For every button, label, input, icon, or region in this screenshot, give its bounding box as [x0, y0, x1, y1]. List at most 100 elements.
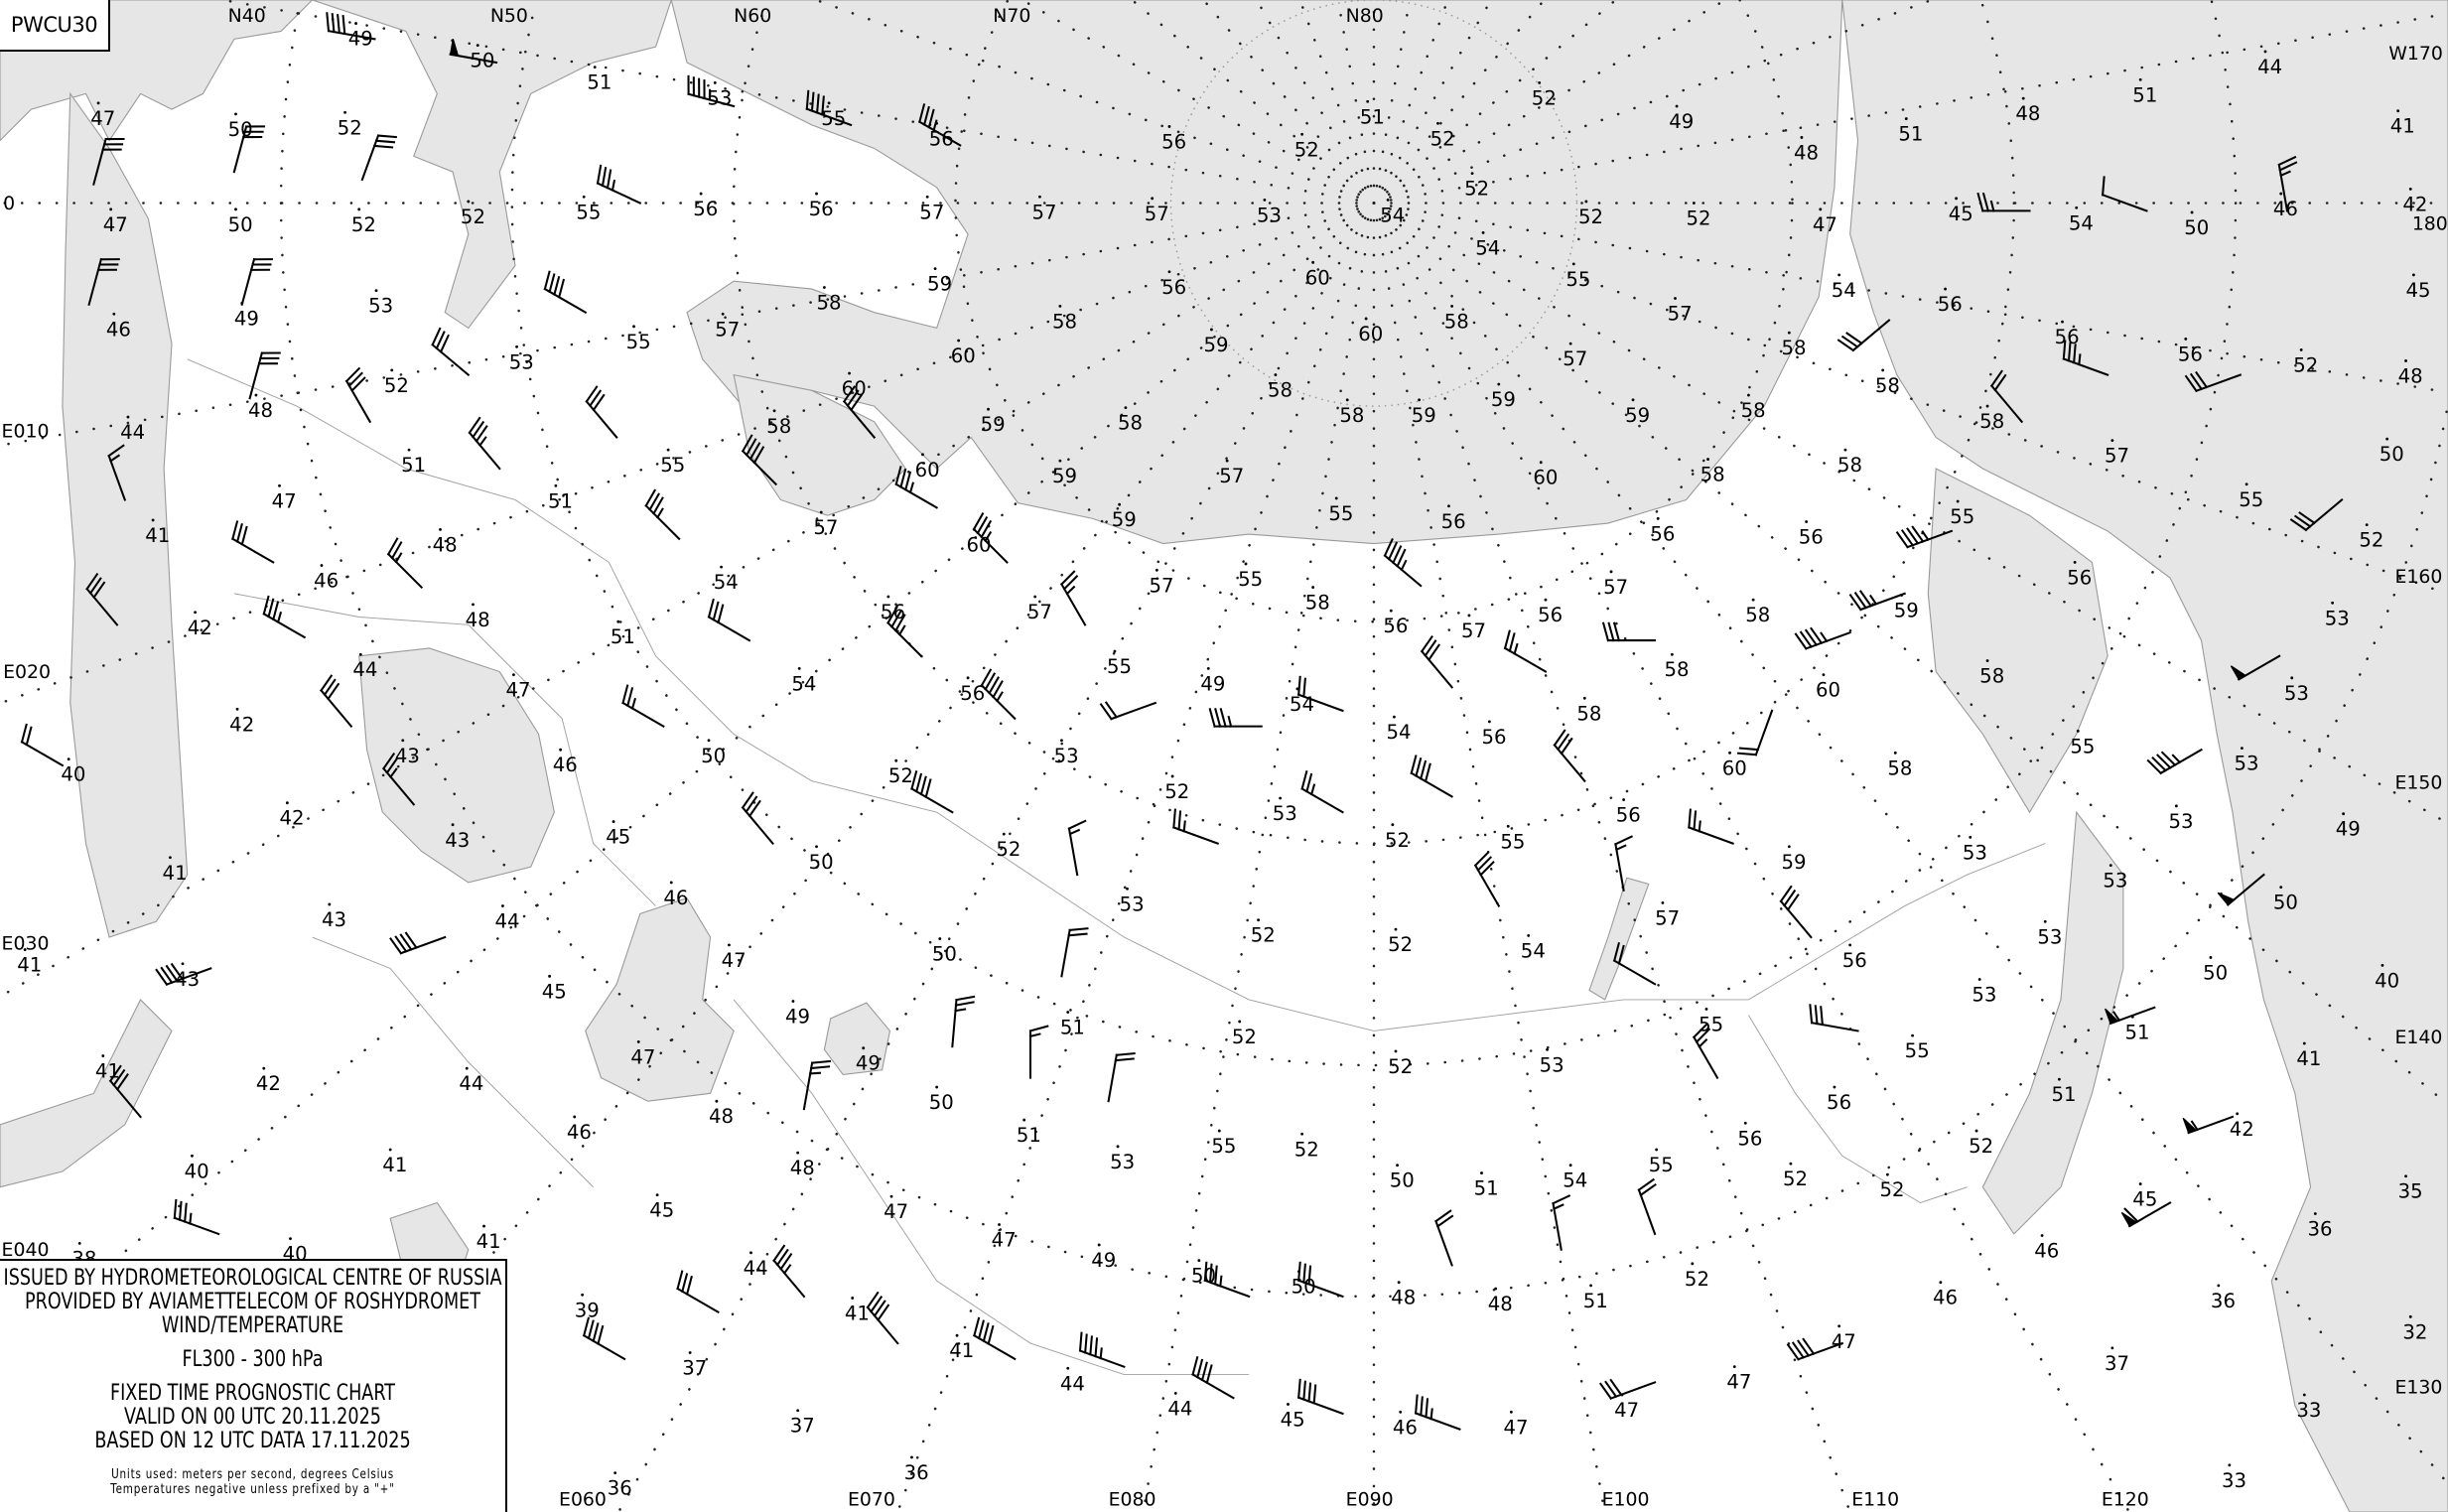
temperature-label: 49 — [234, 307, 259, 330]
grid-point — [1481, 231, 1485, 234]
grid-point — [2021, 96, 2025, 100]
temperature-label: 47 — [630, 1045, 655, 1068]
grid-point — [2073, 560, 2077, 564]
grid-point — [1066, 1011, 1070, 1014]
temperature-label: 53 — [2103, 870, 2127, 893]
wind-barb — [1300, 769, 1344, 814]
latitude-circle — [1980, 3, 2016, 205]
grid-point — [2365, 523, 2369, 527]
wind-barb — [1296, 1261, 1344, 1299]
wind-barb — [248, 351, 281, 400]
grid-point — [2411, 273, 2415, 277]
pacific-ocean — [1841, 0, 2448, 1512]
temperature-label: 56 — [1827, 1091, 1851, 1114]
grid-point — [1038, 195, 1041, 199]
grid-point — [96, 101, 100, 105]
grid-point — [1002, 832, 1006, 836]
grid-point — [894, 758, 898, 762]
grid-point — [1568, 1164, 1572, 1168]
temperature-label: 56 — [693, 198, 718, 220]
wind-barb — [1736, 709, 1774, 756]
grid-point — [2075, 206, 2079, 209]
temperature-label: 52 — [1687, 207, 1711, 230]
temperature-label: 55 — [1211, 1135, 1236, 1158]
temperature-label: 55 — [626, 331, 651, 353]
temperature-label: 40 — [61, 763, 85, 786]
grid-point — [972, 527, 976, 531]
grid-point — [1747, 393, 1750, 397]
grid-point — [1787, 331, 1791, 335]
wind-barb — [155, 962, 212, 987]
temperature-label: 40 — [2375, 969, 2399, 992]
grid-point — [1345, 398, 1349, 402]
grid-point — [796, 1409, 800, 1413]
grid-point — [439, 527, 442, 531]
temperature-label: 52 — [996, 838, 1020, 861]
grid-point — [1394, 927, 1398, 931]
grid-point — [2108, 864, 2112, 868]
temperature-label: 58 — [1305, 592, 1330, 615]
grid-point — [1732, 1365, 1736, 1369]
temperature-label: 52 — [1388, 933, 1413, 956]
wind-barb — [173, 1198, 220, 1236]
grid-point — [126, 415, 130, 419]
grid-point — [1506, 824, 1510, 828]
temperature-label: 50 — [228, 213, 253, 236]
grid-point — [1450, 304, 1454, 308]
grid-point — [1589, 1284, 1593, 1288]
grid-point — [388, 1148, 392, 1152]
grid-point — [1167, 270, 1171, 274]
temperature-label: 60 — [915, 459, 940, 481]
wind-barb — [1794, 626, 1851, 650]
temperature-label: 51 — [401, 454, 426, 477]
chart-type: FIXED TIME PROGNOSTIC CHART — [109, 1381, 396, 1406]
grid-point — [910, 1455, 913, 1459]
temperature-label: 59 — [1052, 465, 1077, 487]
temperature-label: 55 — [1699, 1013, 1723, 1035]
grid-point — [848, 371, 851, 375]
grid-point — [862, 1046, 866, 1050]
meridian-line — [1372, 202, 2448, 596]
temperature-label: 48 — [2398, 364, 2423, 387]
temperature-label: 55 — [660, 454, 685, 477]
grid-point — [1655, 1148, 1659, 1152]
wind-barb — [2289, 498, 2344, 532]
grid-point — [374, 289, 378, 293]
grid-point — [713, 80, 717, 84]
temperature-label: 49 — [785, 1006, 810, 1029]
wind-barb — [230, 520, 275, 564]
grid-point — [1210, 328, 1213, 332]
temperature-label: 47 — [1832, 1330, 1856, 1353]
grid-point — [1279, 796, 1283, 800]
wind-barb — [1553, 729, 1586, 783]
temperature-label: 57 — [1603, 576, 1628, 599]
temperature-label: 42 — [229, 713, 254, 736]
wind-barb — [320, 674, 353, 729]
temperature-label: 32 — [2402, 1320, 2427, 1343]
temperature-label: 56 — [1616, 804, 1641, 827]
temperature-label: 52 — [2293, 353, 2318, 376]
grid-point — [1620, 1393, 1624, 1397]
temperature-label: 47 — [90, 107, 115, 130]
latitude-circle — [1169, 0, 1578, 407]
temperature-label: 47 — [1504, 1416, 1529, 1439]
grid-point — [1300, 1132, 1304, 1136]
grid-point — [320, 564, 324, 567]
chart-identifier: PWCU30 — [0, 0, 110, 52]
longitude-label: 0 — [3, 193, 15, 214]
grid-point — [357, 207, 361, 211]
grid-point — [1939, 1281, 1943, 1285]
temperature-label: 51 — [2124, 1021, 2149, 1043]
temperature-label: 46 — [567, 1121, 592, 1144]
temperature-label: 33 — [2296, 1399, 2321, 1422]
grid-point — [1418, 398, 1422, 402]
temperature-label: 37 — [682, 1357, 707, 1380]
temperature-label: 39 — [575, 1299, 600, 1321]
grid-point — [1244, 562, 1248, 566]
grid-point — [2404, 1174, 2407, 1178]
grid-point — [655, 1193, 659, 1197]
temperature-label: 54 — [1475, 236, 1500, 259]
grid-point — [2408, 1314, 2412, 1318]
grid-point — [1364, 317, 1368, 321]
temperature-label: 53 — [1110, 1151, 1135, 1173]
